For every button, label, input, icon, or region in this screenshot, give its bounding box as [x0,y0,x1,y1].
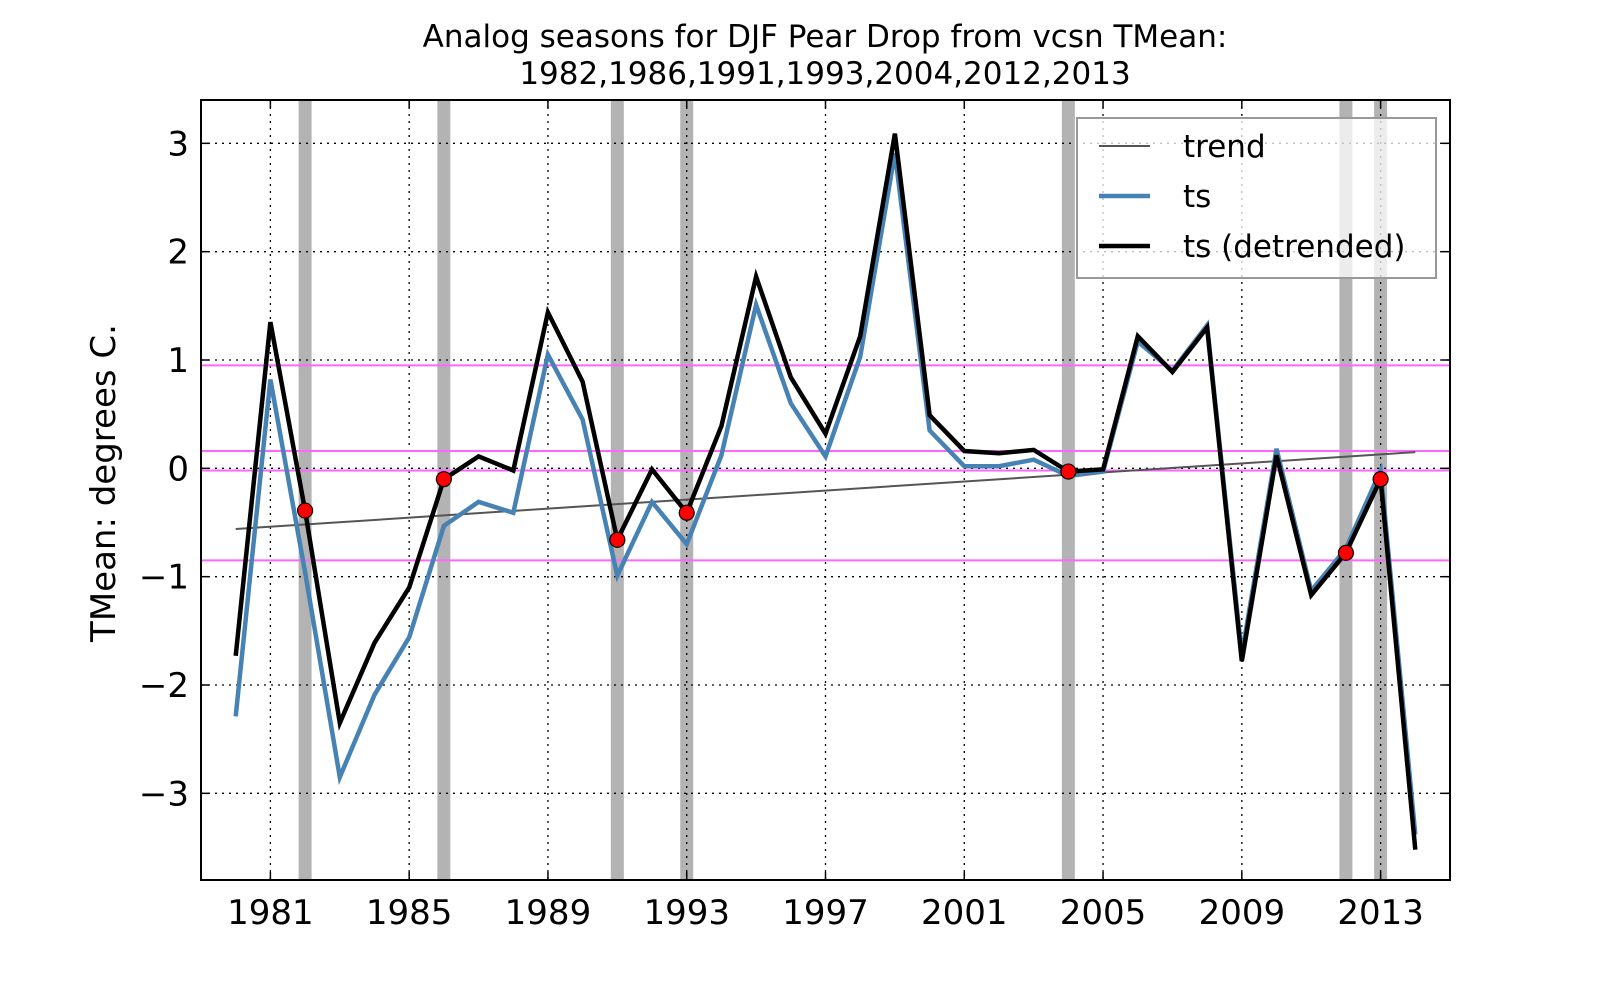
analog-marker-1991 [609,531,626,548]
threshold-lines [201,364,1450,562]
analog-band-1991 [610,100,624,880]
analog-marker-1986 [435,471,452,488]
legend-label-1: ts [1183,179,1211,215]
x-tick-label: 1997 [782,893,869,933]
legend-label-0: trend [1183,129,1266,165]
chart-subtitle: 1982,1986,1991,1993,2004,2012,2013 [519,56,1130,92]
analog-marker-2004 [1060,463,1077,480]
analog-marker-1982 [296,502,314,519]
analog-band-1982 [298,100,312,880]
analog-marker-2013 [1372,471,1389,488]
x-tick-label: 1985 [366,893,453,933]
y-tick-label: 1 [167,341,189,381]
x-tick-label: 2013 [1337,893,1424,933]
x-tick-label: 2001 [921,893,1008,933]
legend-label-2: ts (detrended) [1183,229,1405,265]
grid-lines [201,100,1450,880]
y-tick-label: −2 [139,666,189,706]
legend: trend ts ts (detrended) [1076,117,1437,279]
series-lines [233,133,1418,850]
y-tick-label: 0 [167,449,189,489]
analog-band-2004 [1061,100,1075,880]
y-tick-label: 3 [167,124,189,164]
analog-markers [296,463,1389,561]
y-tick-label: −3 [139,774,189,814]
x-tick-label: 2009 [1199,893,1286,933]
chart-title: Analog seasons for DJF Pear Drop from vc… [423,19,1228,55]
series-line-2 [233,133,1418,850]
x-tick-label: 2005 [1060,893,1147,933]
y-axis-label: TMean: degrees C. [84,324,124,643]
x-tick-label: 1989 [505,893,592,933]
y-tick-label: 2 [167,233,189,273]
analog-marker-2012 [1337,544,1355,561]
analog-marker-1993 [678,504,695,521]
axis-ticks: 1981 1985 1989 1993 1997 2001 2005 2009 2013−3−2… [139,100,1450,933]
y-tick-label: −1 [139,558,189,598]
analog-band-1993 [680,100,694,880]
x-tick-label: 1993 [643,893,730,933]
x-tick-label: 1981 [227,893,314,933]
